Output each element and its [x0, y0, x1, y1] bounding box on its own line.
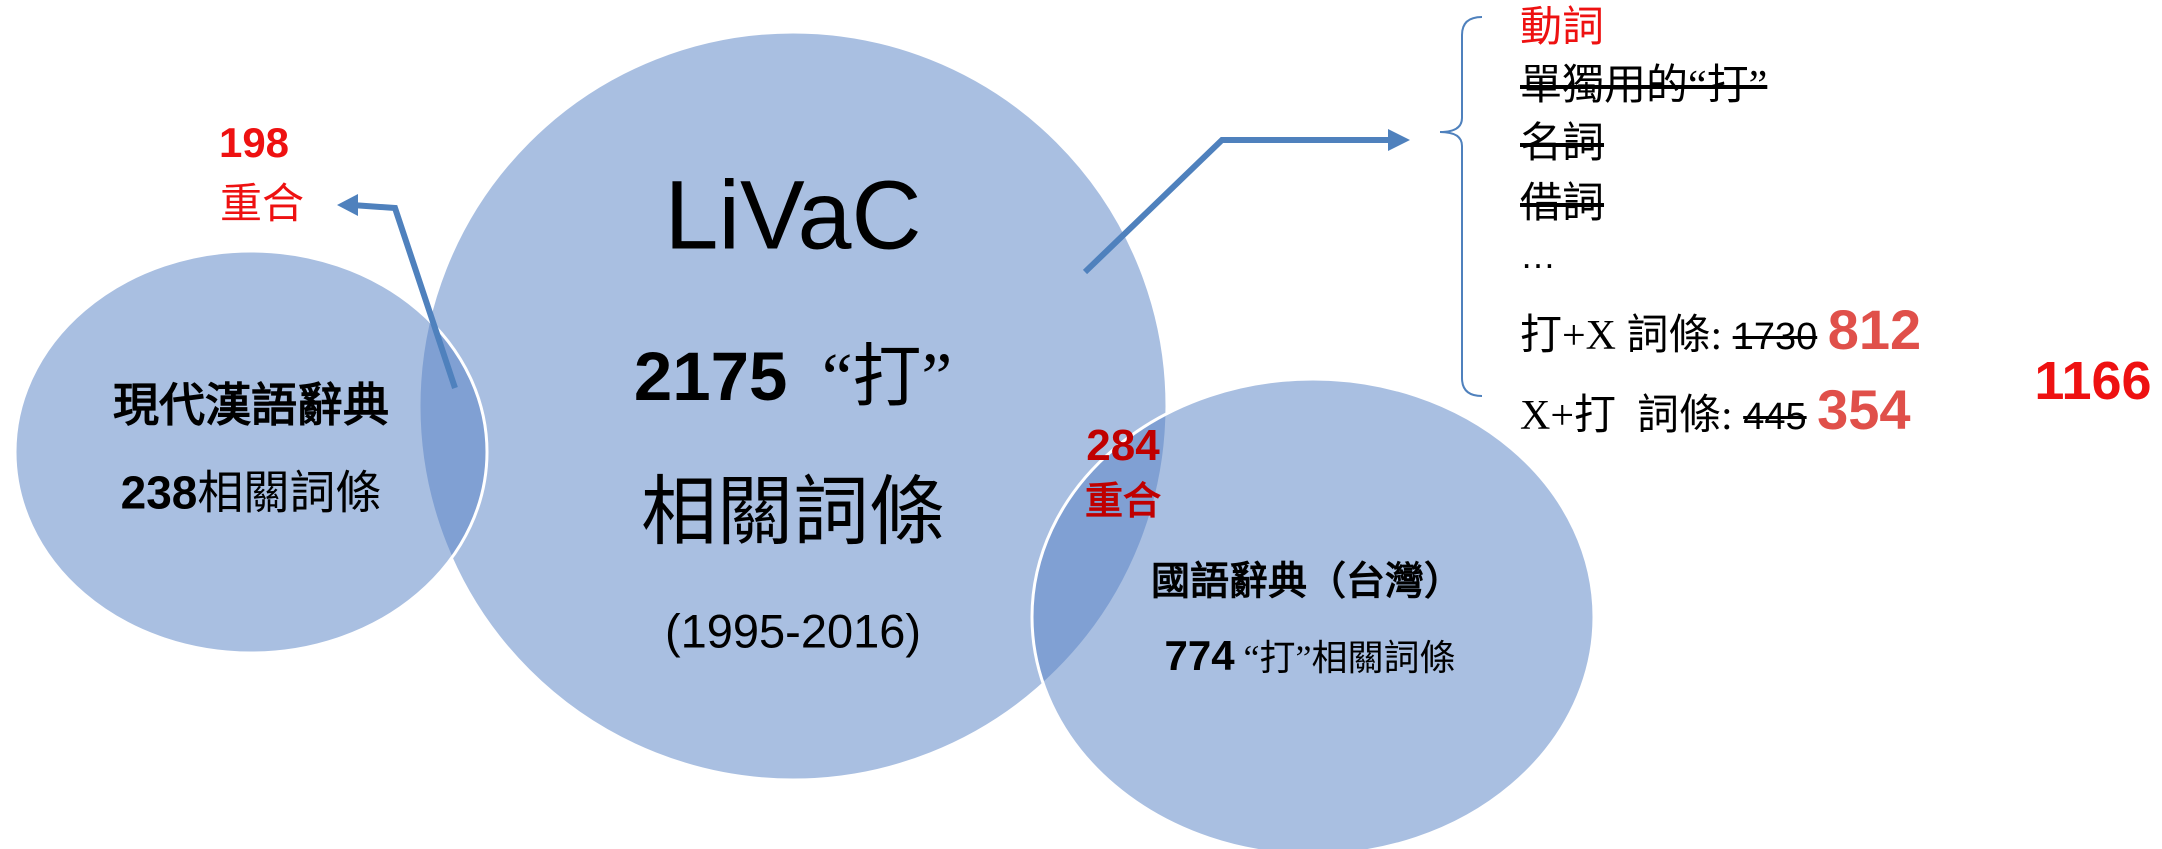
breakdown-row: X+打 詞條: 445 354	[1520, 382, 1911, 438]
breakdown-row: 打+X 詞條: 1730 812	[1520, 302, 1921, 358]
row-label: X+打 詞條:	[1520, 393, 1733, 439]
row-old: 445	[1743, 396, 1807, 438]
taiwan-dictionary-ellipse	[1030, 377, 1596, 849]
modern-dictionary-label: 相關詞條	[197, 467, 382, 519]
breakdown-item: …	[1520, 235, 1556, 276]
right-overlap-count: 284	[1086, 421, 1160, 470]
overlap-arrow	[351, 202, 458, 389]
breakdown-item: 動詞	[1520, 5, 1605, 51]
breakdown-item: 借詞	[1520, 181, 1605, 227]
breakdown-arrow	[1082, 137, 1392, 275]
row-old: 1730	[1732, 316, 1818, 358]
breakdown-total: 1166	[2034, 351, 2152, 411]
livac-count: 2175	[633, 338, 788, 415]
breakdown-item: 單獨用的“打”	[1520, 63, 1768, 109]
taiwan-dictionary-count-line: 774 “打”相關詞條	[1164, 635, 1455, 677]
taiwan-dictionary-label: “打”相關詞條	[1243, 638, 1456, 678]
left-overlap-label: 重合	[219, 182, 305, 228]
taiwan-dictionary-name: 國語辭典（台灣）	[1150, 560, 1464, 604]
taiwan-dictionary-count: 774	[1164, 632, 1235, 679]
brace	[1439, 16, 1483, 397]
modern-dictionary-ellipse	[13, 249, 489, 655]
right-overlap-label: 重合	[1084, 481, 1162, 523]
arrow-head	[337, 194, 358, 216]
row-new: 812	[1827, 298, 1922, 361]
row-label: 打+X 詞條:	[1520, 313, 1723, 359]
left-overlap-count: 198	[218, 119, 290, 166]
breakdown-item: 名詞	[1520, 121, 1605, 167]
row-new: 354	[1817, 378, 1911, 441]
modern-dictionary-name: 現代漢語辭典	[113, 380, 389, 431]
modern-dictionary-count: 238	[120, 466, 198, 519]
livac-label: 相關詞條	[641, 471, 945, 555]
livac-target: “打”	[821, 339, 953, 415]
arrow-head	[1388, 129, 1410, 151]
modern-dictionary-count-line: 238相關詞條	[121, 470, 382, 517]
livac-years: (1995-2016)	[664, 604, 922, 658]
livac-count-line: 2175 “打”	[634, 342, 952, 412]
livac-title: LiVaC	[664, 160, 922, 270]
